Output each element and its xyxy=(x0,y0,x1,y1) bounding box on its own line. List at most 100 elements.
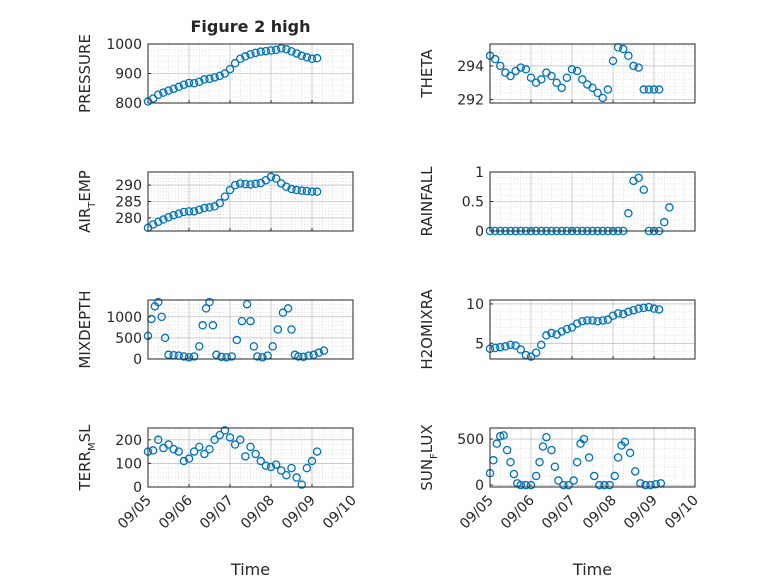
data-point xyxy=(538,442,548,451)
data-point xyxy=(283,304,293,313)
data-point xyxy=(292,473,301,482)
data-point xyxy=(225,433,235,442)
data-point xyxy=(189,352,199,361)
data-point xyxy=(554,476,563,485)
y-tick-label: 800 xyxy=(115,96,142,112)
data-point xyxy=(639,303,649,313)
data-point xyxy=(564,480,573,490)
data-point xyxy=(619,44,628,54)
data-point xyxy=(579,434,589,444)
subplot-right-4: 09/05 09/06 09/07 09/08 09/09 09/10 0 500 SUNFLU… xyxy=(418,424,702,579)
subplot-left-3: 0 500 1000 MIXDEPTH xyxy=(76,290,354,369)
data-point xyxy=(194,342,204,351)
y-tick-label: 0 xyxy=(133,352,142,368)
axes-frame xyxy=(147,43,354,104)
data-point xyxy=(490,343,500,353)
data-point xyxy=(164,212,173,222)
data-point xyxy=(225,185,235,195)
y-tick-label: 500 xyxy=(115,331,142,347)
data-point xyxy=(217,352,226,362)
series-points xyxy=(143,426,322,489)
y-tick-label: 500 xyxy=(457,432,484,448)
axes-frame xyxy=(489,171,696,232)
data-point xyxy=(212,350,221,360)
axes-background xyxy=(148,428,353,487)
data-point xyxy=(230,440,240,449)
data-point xyxy=(557,83,567,93)
data-point xyxy=(273,325,283,334)
data-point xyxy=(184,454,194,463)
data-point xyxy=(184,207,194,216)
series-points xyxy=(485,43,664,103)
data-point xyxy=(526,73,536,82)
data-point xyxy=(598,316,608,325)
y-tick-label: 200 xyxy=(115,433,142,449)
data-point xyxy=(251,179,260,189)
series-points xyxy=(485,431,666,490)
data-point xyxy=(282,45,291,54)
data-point xyxy=(521,65,531,74)
x-tick-label: 09/09 xyxy=(621,493,661,533)
x-tick-label: 09/08 xyxy=(580,493,620,533)
data-point xyxy=(542,331,551,340)
data-point xyxy=(266,462,276,472)
x-axis-label: Time xyxy=(572,560,612,579)
data-point xyxy=(654,305,664,314)
x-tick-label: 09/10 xyxy=(320,493,360,533)
data-point xyxy=(651,479,660,489)
data-point xyxy=(220,69,230,78)
data-point xyxy=(506,71,515,81)
data-point xyxy=(572,319,582,328)
x-tick-label: 09/07 xyxy=(197,493,237,533)
data-point xyxy=(271,45,281,55)
y-axis-label: AIRTEMP xyxy=(76,170,98,233)
data-point xyxy=(157,312,166,322)
data-point xyxy=(624,209,633,218)
data-point xyxy=(629,61,638,71)
data-point xyxy=(297,480,306,489)
data-point xyxy=(276,466,286,475)
data-point xyxy=(251,48,260,58)
data-point xyxy=(292,49,301,58)
data-point xyxy=(567,65,577,74)
y-axis-label: PRESSURE xyxy=(76,34,94,113)
data-point xyxy=(184,78,194,88)
data-point xyxy=(557,327,567,336)
data-point xyxy=(205,297,214,307)
data-point xyxy=(276,44,286,53)
data-point xyxy=(307,456,317,466)
data-point xyxy=(222,353,231,362)
data-point xyxy=(665,203,674,212)
data-point xyxy=(537,340,546,350)
y-tick-label: 1 xyxy=(475,165,484,181)
x-tick-label: 09/06 xyxy=(498,492,538,532)
data-point xyxy=(516,345,526,354)
y-tick-label: 1000 xyxy=(106,310,142,326)
data-point xyxy=(200,203,209,213)
data-point xyxy=(153,217,163,227)
data-point xyxy=(169,444,178,454)
data-point xyxy=(619,309,628,319)
data-point xyxy=(174,209,183,218)
axes-frame xyxy=(489,299,696,360)
data-point xyxy=(208,321,218,330)
y-tick-label: 0 xyxy=(475,224,484,240)
data-point xyxy=(495,432,505,441)
data-point xyxy=(201,304,211,313)
subplot-right-1: 292 294 THETA xyxy=(418,43,696,109)
data-point xyxy=(319,346,329,355)
y-axis-label: TERRMSL xyxy=(76,424,98,492)
x-tick-label: 09/05 xyxy=(457,493,497,533)
data-point xyxy=(266,172,276,182)
y-axis-label: MIXDEPTH xyxy=(76,290,94,368)
data-point xyxy=(593,88,602,98)
data-point xyxy=(205,74,214,84)
data-point xyxy=(312,447,322,456)
y-tick-label: 0.5 xyxy=(462,195,484,211)
y-tick-label: 900 xyxy=(115,67,142,83)
y-axis-label: RAINFALL xyxy=(418,166,436,237)
data-point xyxy=(159,215,168,224)
data-point xyxy=(307,54,317,64)
data-point xyxy=(584,453,594,462)
